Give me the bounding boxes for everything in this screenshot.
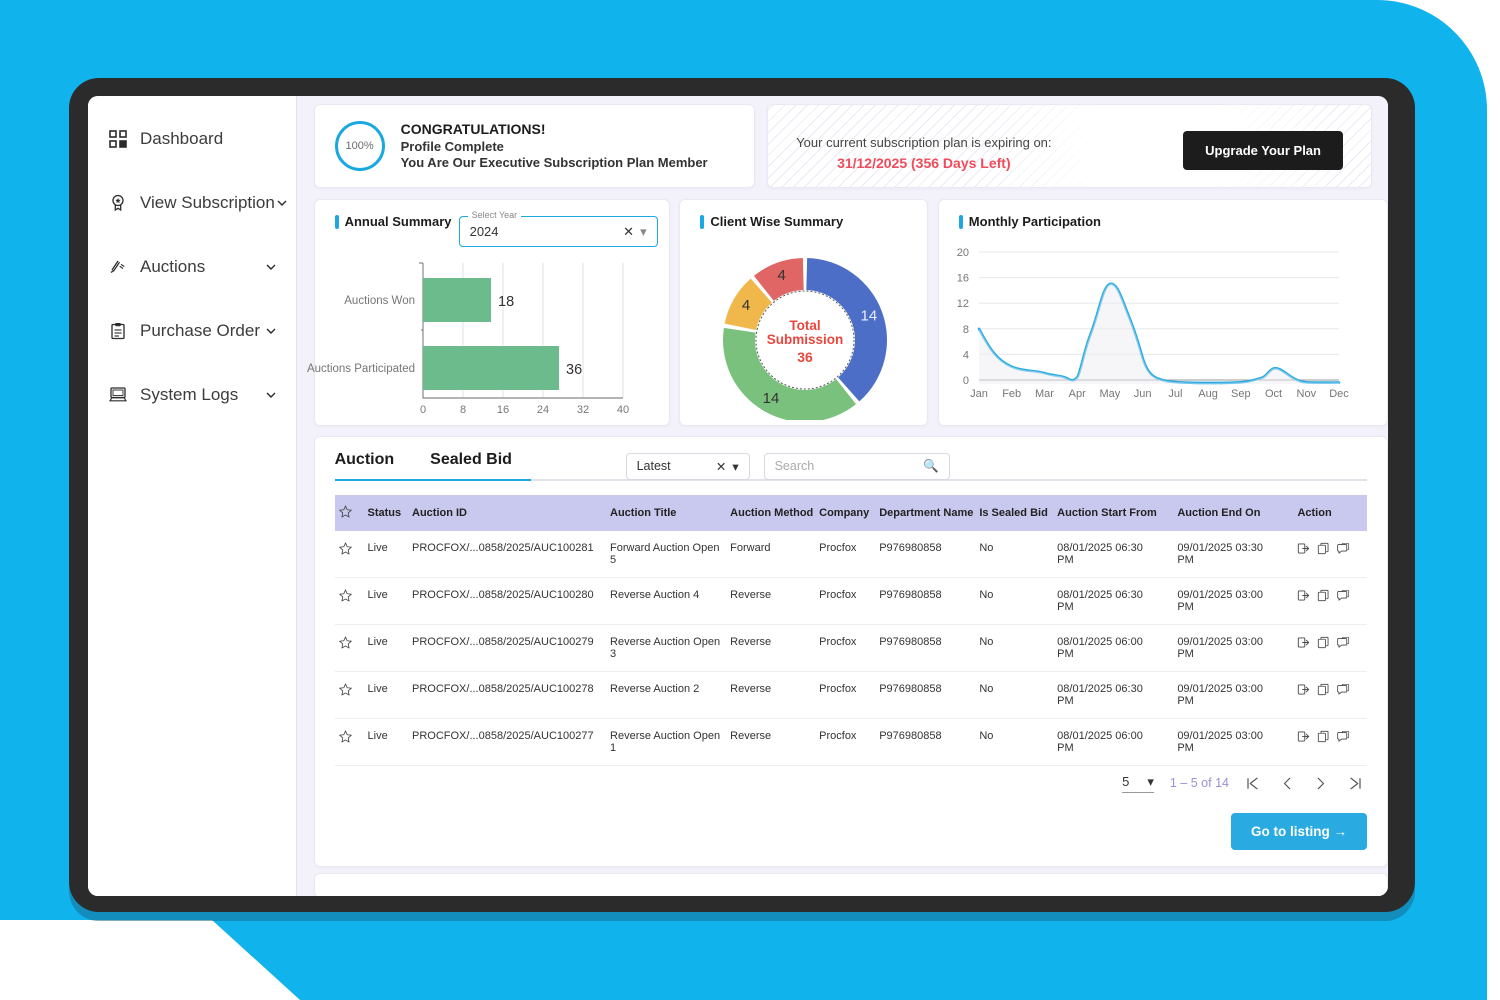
svg-text:Auctions Participated: Auctions Participated — [307, 363, 415, 375]
svg-text:4: 4 — [778, 267, 786, 284]
svg-text:Jan: Jan — [970, 388, 988, 400]
svg-text:Submission: Submission — [767, 332, 844, 347]
svg-text:Jun: Jun — [1134, 388, 1152, 400]
svg-text:40: 40 — [616, 404, 628, 416]
svg-text:18: 18 — [498, 294, 514, 310]
svg-text:4: 4 — [742, 297, 750, 314]
svg-text:14: 14 — [861, 307, 878, 324]
svg-text:12: 12 — [957, 298, 969, 310]
svg-text:24: 24 — [536, 404, 548, 416]
svg-text:Apr: Apr — [1068, 388, 1085, 400]
svg-text:8: 8 — [963, 323, 969, 335]
svg-text:16: 16 — [957, 272, 969, 284]
svg-text:May: May — [1099, 388, 1120, 400]
svg-text:Auctions Won: Auctions Won — [344, 295, 415, 307]
svg-text:8: 8 — [460, 404, 466, 416]
svg-text:Jul: Jul — [1168, 388, 1182, 400]
svg-text:Oct: Oct — [1265, 388, 1282, 400]
svg-text:Mar: Mar — [1035, 388, 1054, 400]
svg-text:32: 32 — [576, 404, 588, 416]
svg-text:36: 36 — [566, 362, 582, 378]
svg-text:Aug: Aug — [1198, 388, 1218, 400]
svg-text:Feb: Feb — [1002, 388, 1021, 400]
svg-text:20: 20 — [957, 247, 969, 259]
svg-text:14: 14 — [763, 389, 780, 406]
svg-text:4: 4 — [963, 349, 969, 361]
svg-text:16: 16 — [496, 404, 508, 416]
svg-text:Nov: Nov — [1296, 388, 1316, 400]
svg-text:36: 36 — [798, 349, 814, 365]
svg-text:0: 0 — [963, 375, 969, 387]
svg-text:Total: Total — [790, 318, 821, 333]
svg-text:Sep: Sep — [1231, 388, 1251, 400]
svg-text:Dec: Dec — [1329, 388, 1349, 400]
svg-text:0: 0 — [420, 404, 426, 416]
